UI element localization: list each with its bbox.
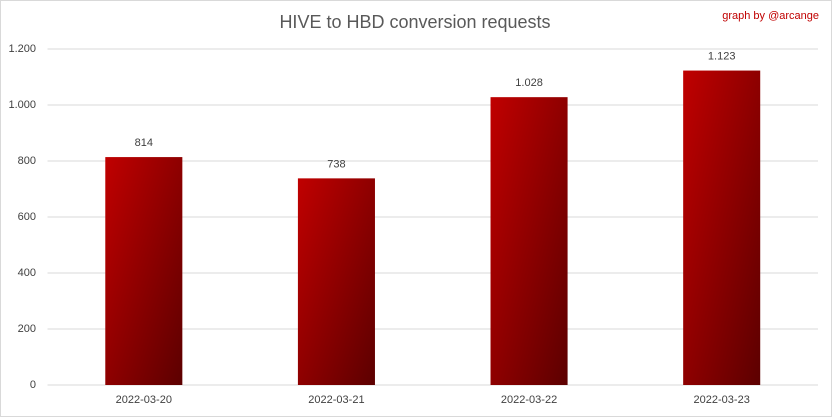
y-tick-label: 1.000 xyxy=(8,99,36,111)
x-tick-label: 2022-03-20 xyxy=(116,394,172,406)
y-tick-label: 1.200 xyxy=(8,43,36,55)
y-tick-label: 800 xyxy=(18,155,36,167)
y-tick-label: 600 xyxy=(18,211,36,223)
data-label: 738 xyxy=(327,158,345,170)
data-label: 1.028 xyxy=(515,77,543,89)
y-tick-label: 400 xyxy=(18,267,36,279)
chart-title: HIVE to HBD conversion requests xyxy=(279,12,550,32)
bar xyxy=(105,157,183,385)
bar xyxy=(683,70,761,385)
annotation: graph by @arcange xyxy=(722,10,819,22)
x-tick-label: 2022-03-22 xyxy=(501,394,557,406)
y-tick-label: 0 xyxy=(30,379,36,391)
bar xyxy=(490,97,568,385)
bar xyxy=(297,178,375,385)
data-label: 1.123 xyxy=(708,50,736,62)
y-tick-label: 200 xyxy=(18,323,36,335)
data-label: 814 xyxy=(135,137,153,149)
x-tick-label: 2022-03-21 xyxy=(308,394,364,406)
x-tick-label: 2022-03-23 xyxy=(694,394,750,406)
